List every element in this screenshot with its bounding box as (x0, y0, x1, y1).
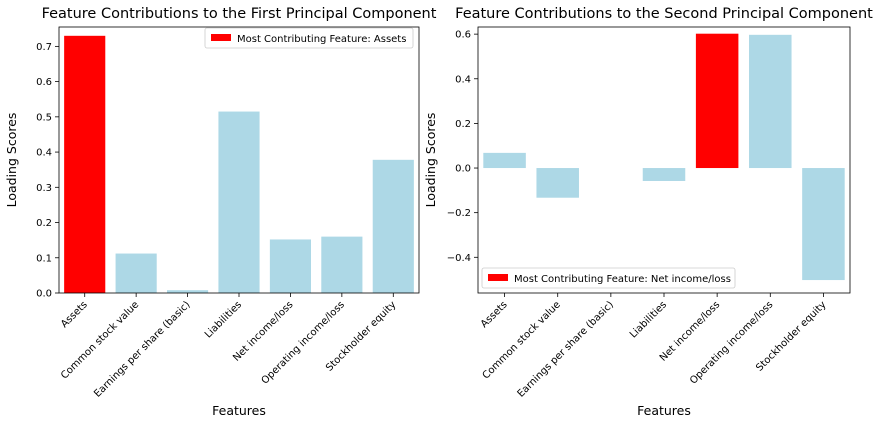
x-tick-label: Earnings per share (basic) (92, 299, 192, 399)
x-axis-label: Features (637, 403, 691, 418)
y-tick-label: 0.0 (455, 164, 471, 175)
legend-box (204, 27, 414, 49)
y-tick-label: 0.2 (36, 218, 52, 229)
legend: Most Contributing Feature: Net income/lo… (481, 267, 736, 289)
bar-common-stock-value (115, 253, 157, 293)
bar-common-stock-value (536, 168, 579, 198)
x-tick-label: Operating income/loss (260, 299, 347, 386)
x-axis-label: Features (212, 403, 266, 418)
y-tick-label: 0.2 (455, 119, 471, 130)
legend-swatch (488, 274, 508, 281)
bar-assets (64, 35, 106, 293)
legend-label: Most Contributing Feature: Assets (237, 34, 406, 45)
legend-label: Most Contributing Feature: Net income/lo… (514, 274, 731, 285)
bar-net-income-loss (695, 33, 739, 169)
y-tick-label: 0.6 (36, 77, 52, 88)
y-axis-label: Loading Scores (4, 113, 19, 208)
y-tick-label: 0.5 (36, 112, 52, 123)
bar-liabilities (218, 111, 260, 293)
x-tick-label: Assets (59, 299, 90, 330)
chart-title: Feature Contributions to the First Princ… (42, 6, 437, 22)
bar-stockholder-equity (802, 168, 845, 281)
bar-net-income-loss (269, 239, 311, 293)
legend: Most Contributing Feature: Assets (204, 27, 414, 49)
y-tick-label: 0.7 (36, 42, 52, 53)
chart-panel-1: Feature Contributions to the First Princ… (4, 6, 437, 418)
chart-panel-2: Feature Contributions to the Second Prin… (423, 6, 873, 418)
y-tick-label: 0.1 (36, 253, 52, 264)
bar-liabilities (642, 168, 686, 181)
y-tick-label: 0.3 (36, 183, 52, 194)
y-tick-label: 0.4 (455, 74, 471, 85)
chart-title: Feature Contributions to the Second Prin… (455, 6, 873, 22)
x-tick-label: Liabilities (628, 299, 669, 340)
y-tick-label: 0.0 (36, 289, 52, 300)
y-tick-label: 0.4 (36, 148, 52, 159)
y-tick-label: −0.2 (447, 208, 471, 219)
axes-frame (58, 26, 420, 294)
bar-assets (483, 152, 526, 169)
x-tick-label: Liabilities (203, 299, 244, 340)
bar-stockholder-equity (372, 159, 414, 293)
y-axis-label: Loading Scores (423, 113, 438, 208)
y-tick-label: 0.6 (455, 30, 471, 41)
bar-operating-income-loss (749, 34, 792, 169)
bar-operating-income-loss (321, 236, 363, 293)
y-tick-label: −0.4 (447, 253, 471, 264)
legend-box (481, 267, 736, 289)
axes-frame (477, 26, 851, 294)
legend-swatch (211, 34, 231, 41)
bar-earnings-per-share-basic- (167, 290, 209, 293)
x-tick-label: Earnings per share (basic) (516, 299, 616, 399)
x-tick-label: Assets (479, 299, 510, 330)
